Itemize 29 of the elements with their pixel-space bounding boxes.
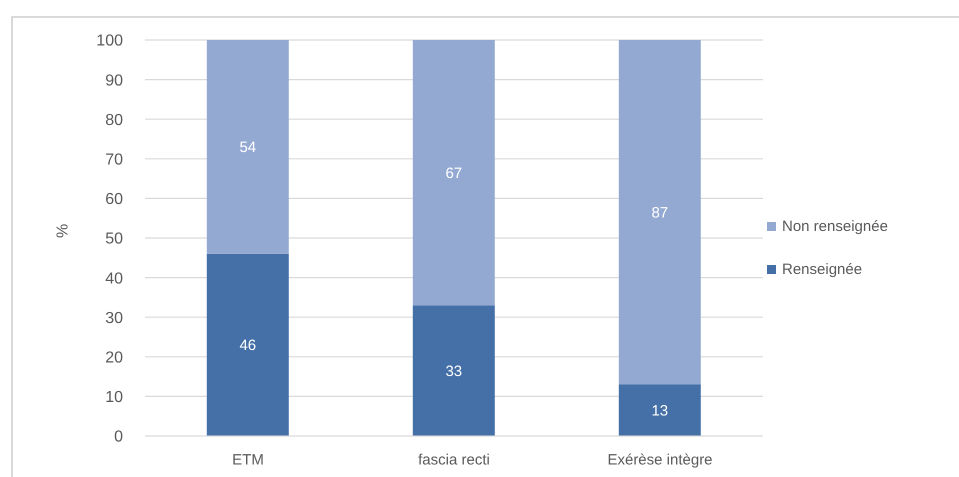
bar (618, 40, 701, 385)
y-tick-label: 30 (105, 310, 124, 327)
legend-label: Renseignée (782, 260, 862, 278)
x-tick-label: fascia recti (418, 452, 490, 469)
bar (412, 305, 495, 436)
data-label: 46 (239, 337, 256, 354)
x-tick-label: Exérèse intègre (607, 452, 713, 469)
y-tick-label: 100 (96, 32, 124, 50)
data-label: 13 (651, 402, 668, 420)
data-label: 87 (651, 204, 668, 222)
y-tick-label: 20 (105, 349, 124, 366)
y-axis-title: % (54, 224, 72, 238)
y-tick-label: 0 (114, 428, 124, 446)
y-tick-label: 10 (105, 389, 124, 406)
legend-label: Non renseignée (782, 218, 888, 234)
data-label: 67 (445, 164, 462, 182)
data-label: 54 (239, 139, 256, 156)
y-tick-label: 40 (105, 270, 124, 288)
bar (206, 40, 289, 254)
y-tick-label: 60 (105, 191, 124, 208)
bar (618, 384, 701, 436)
y-tick-label: 90 (105, 72, 124, 90)
y-tick-label: 70 (105, 151, 124, 168)
bar (412, 40, 495, 306)
x-tick-label: ETM (232, 452, 264, 469)
y-tick-label: 50 (105, 230, 124, 248)
bar (206, 254, 289, 436)
y-tick-label: 80 (105, 112, 124, 129)
data-label: 33 (445, 362, 462, 380)
